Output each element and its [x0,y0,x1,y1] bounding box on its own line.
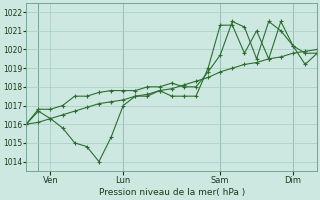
X-axis label: Pression niveau de la mer( hPa ): Pression niveau de la mer( hPa ) [99,188,245,197]
